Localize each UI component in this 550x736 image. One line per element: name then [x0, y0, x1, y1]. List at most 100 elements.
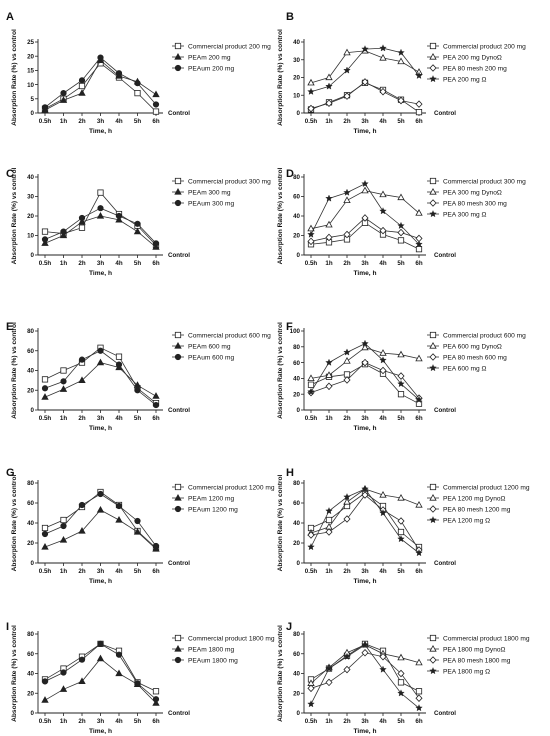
x-tick-label: 3h — [97, 415, 104, 422]
data-point — [397, 221, 405, 229]
data-point — [97, 189, 104, 196]
legend: Commercial product 1200 mg PEA 1200 mg Dy… — [427, 483, 530, 524]
y-tick-label: 20 — [27, 690, 34, 697]
y-tick-label: 0 — [297, 710, 301, 717]
control-label: Control — [168, 560, 190, 567]
y-tick-label: 25 — [27, 39, 34, 46]
x-tick-label: 6h — [152, 415, 159, 422]
panel-a: A 0 5 10 15 20 25 0.5h 1h 2h 3h 4h 5h 6h Time, h Absorp… — [6, 11, 271, 135]
panel-letter: C — [6, 168, 14, 180]
data-point — [41, 524, 49, 532]
x-axis-title: Time, h — [89, 270, 112, 277]
data-point — [60, 90, 67, 97]
x-tick-label: 5h — [134, 118, 141, 125]
x-tick-label: 3h — [361, 568, 368, 575]
x-tick-label: 3h — [97, 718, 104, 725]
data-point — [379, 207, 387, 215]
x-axis-title: Time, h — [89, 578, 112, 585]
data-point — [115, 70, 123, 77]
data-point — [78, 656, 86, 663]
panel-letter: H — [286, 467, 294, 479]
legend: Commercial product 1800 mg PEAm 1800 mg PE… — [172, 634, 275, 664]
legend-label: PEA 600 mg DynoΩ — [443, 343, 502, 350]
y-axis-title: Absorption Rate (%) vs control — [11, 474, 18, 571]
data-point — [343, 515, 351, 523]
legend-marker — [429, 64, 437, 72]
legend-marker — [429, 656, 437, 664]
data-point — [415, 209, 423, 216]
legend-marker — [429, 177, 437, 185]
data-point — [152, 240, 160, 247]
data-point — [78, 89, 86, 96]
legend-label: PEA 1800 mg DynoΩ — [443, 646, 506, 653]
data-point — [307, 531, 315, 539]
legend-label: PEAm 1800 mg — [188, 646, 235, 653]
legend-marker — [429, 364, 437, 372]
data-point — [361, 640, 369, 649]
legend-marker — [429, 52, 437, 60]
x-tick-label: 5h — [397, 718, 404, 725]
y-axis-title: Absorption Rate (%) vs control — [277, 474, 284, 571]
x-tick-label: 6h — [415, 415, 422, 422]
y-tick-label: 0 — [31, 710, 35, 717]
y-axis-title: Absorption Rate (%) vs control — [11, 322, 18, 419]
data-point — [152, 699, 160, 706]
control-label: Control — [434, 110, 456, 117]
x-tick-label: 0.5h — [39, 260, 52, 267]
data-point — [343, 652, 351, 660]
legend-marker — [429, 42, 437, 50]
y-tick-label: 80 — [27, 328, 34, 335]
data-point — [78, 214, 86, 222]
data-point — [397, 535, 405, 543]
data-point — [325, 99, 333, 108]
x-tick-label: 5h — [397, 568, 404, 575]
data-point — [97, 205, 104, 212]
data-point — [397, 57, 405, 65]
data-point — [97, 54, 104, 61]
y-tick-label: 40 — [27, 520, 34, 527]
y-tick-label: 20 — [27, 53, 34, 60]
control-label: Control — [434, 710, 456, 717]
x-tick-label: 6h — [152, 568, 159, 575]
y-tick-label: 60 — [27, 348, 34, 355]
data-point — [397, 379, 405, 388]
data-point — [152, 392, 160, 399]
panel-letter: G — [6, 467, 15, 479]
x-tick-label: 3h — [361, 260, 368, 267]
series-1 — [41, 189, 160, 249]
data-point — [397, 528, 405, 536]
x-axis-title: Time, h — [89, 128, 112, 135]
data-point — [59, 96, 68, 103]
series-3 — [41, 347, 160, 409]
data-point — [325, 664, 333, 672]
series-3 — [41, 490, 160, 550]
y-tick-label: 40 — [293, 213, 300, 220]
x-tick-label: 2h — [343, 568, 350, 575]
data-point — [343, 92, 351, 100]
data-point — [343, 188, 351, 196]
legend-marker — [429, 667, 437, 675]
y-tick-label: 100 — [290, 328, 301, 335]
data-point — [78, 217, 86, 225]
data-point — [415, 100, 423, 108]
legend-marker — [174, 505, 182, 513]
x-tick-label: 0.5h — [305, 415, 318, 422]
x-tick-label: 1h — [60, 415, 67, 422]
x-tick-label: 1h — [325, 568, 332, 575]
legend-label: PEAum 1800 mg — [188, 657, 238, 664]
data-point — [59, 385, 68, 392]
data-point — [115, 361, 123, 368]
control-label: Control — [434, 407, 456, 414]
data-point — [41, 385, 49, 392]
data-point — [397, 228, 405, 237]
x-tick-label: 6h — [152, 718, 159, 725]
data-point — [307, 387, 315, 396]
series-2 — [307, 343, 423, 382]
series-3 — [307, 214, 423, 246]
legend-label: Commercial product 1800 mg — [443, 635, 530, 642]
legend: Commercial product 200 mg PEA 200 mg Dyno… — [427, 42, 526, 83]
y-tick-label: 80 — [293, 480, 300, 487]
y-axis-title: Absorption Rate (%) vs control — [277, 29, 284, 126]
data-point — [415, 704, 423, 712]
data-point — [307, 700, 315, 708]
